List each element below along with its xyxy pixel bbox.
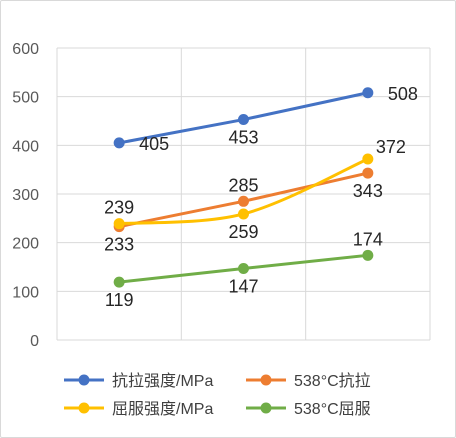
legend-label: 屈服强度/MPa xyxy=(112,400,213,418)
y-tick-label: 500 xyxy=(12,90,39,107)
data-label: 239 xyxy=(104,198,134,218)
y-tick-label: 300 xyxy=(12,187,39,204)
data-label: 508 xyxy=(388,84,418,104)
data-label: 285 xyxy=(228,175,258,195)
data-point xyxy=(113,276,125,288)
legend-item: 538°C抗拉 xyxy=(246,372,371,390)
data-point xyxy=(362,87,374,99)
legend-item: 抗拉强度/MPa xyxy=(64,372,213,390)
data-label: 372 xyxy=(376,137,406,157)
y-axis-tick-labels: 0 100 200 300 400 500 600 xyxy=(12,41,39,350)
data-label: 405 xyxy=(139,134,169,154)
data-label: 147 xyxy=(228,276,258,296)
series-markers xyxy=(113,87,374,288)
y-tick-label: 600 xyxy=(12,41,39,58)
data-point xyxy=(238,114,249,126)
legend-swatch-marker xyxy=(78,374,90,386)
data-labels: 405 453 508 233 285 343 239 259 372 119 147 174 xyxy=(104,84,418,310)
legend-label: 538°C屈服 xyxy=(294,400,371,418)
y-tick-label: 400 xyxy=(12,138,39,155)
legend-label: 抗拉强度/MPa xyxy=(112,372,213,390)
legend-label: 538°C抗拉 xyxy=(294,372,371,390)
data-label: 233 xyxy=(104,235,134,255)
data-label: 259 xyxy=(228,222,258,242)
data-label: 453 xyxy=(228,128,258,148)
legend-item: 538°C屈服 xyxy=(246,400,371,418)
y-tick-label: 200 xyxy=(12,236,39,253)
data-label: 174 xyxy=(353,229,383,249)
data-point xyxy=(238,208,249,220)
data-point xyxy=(238,262,249,274)
legend-item: 屈服强度/MPa xyxy=(64,400,213,418)
data-point xyxy=(113,218,125,230)
data-label: 119 xyxy=(105,290,134,310)
data-point xyxy=(362,167,374,179)
legend-swatch-marker xyxy=(260,402,272,414)
data-point xyxy=(362,249,374,261)
data-label: 343 xyxy=(353,181,383,201)
data-point xyxy=(238,195,249,207)
y-tick-label: 0 xyxy=(30,333,39,350)
data-point xyxy=(113,137,125,149)
y-tick-label: 100 xyxy=(12,284,39,301)
legend-swatch-marker xyxy=(260,374,272,386)
legend-swatch-marker xyxy=(78,402,90,414)
data-point xyxy=(362,153,374,165)
